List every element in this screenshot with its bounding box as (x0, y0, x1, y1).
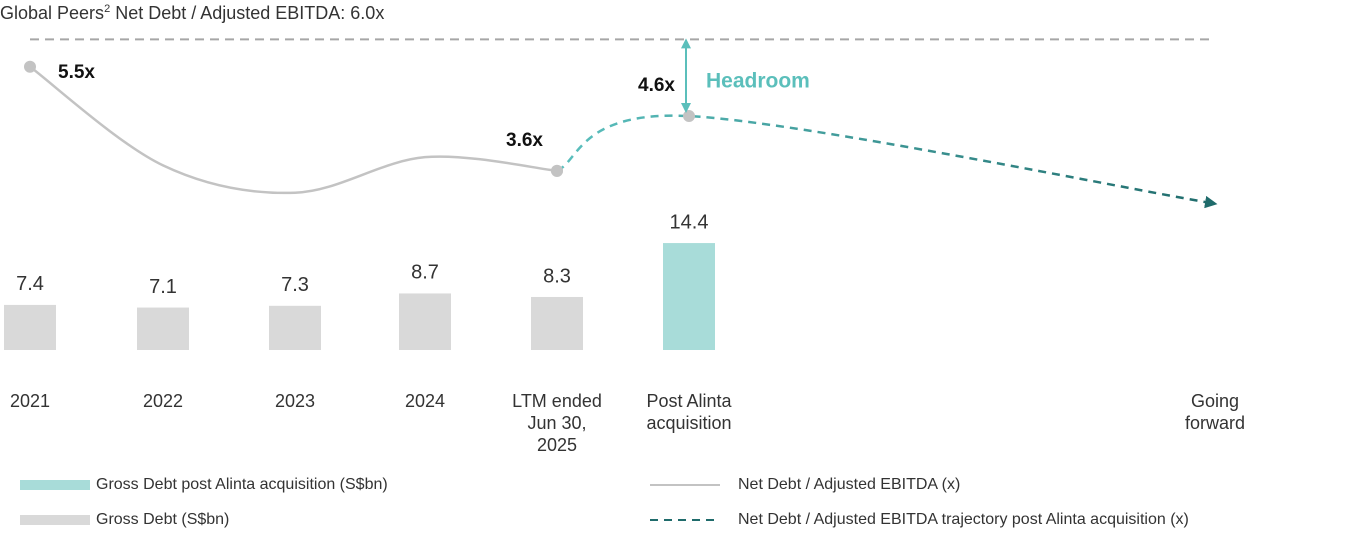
x-tick-label: 2022 (142, 391, 184, 411)
reference-label-rest: Net Debt / Adjusted EBITDA: 6.0x (110, 3, 385, 23)
legend-label: Net Debt / Adjusted EBITDA (x) (738, 476, 961, 493)
reference-label-text: Global Peers (0, 3, 105, 23)
bar (663, 243, 715, 350)
point (24, 60, 36, 73)
x-tick-label: 2023 (274, 391, 316, 411)
legend-label: Gross Debt post Alinta acquisition (S$bn… (96, 476, 388, 493)
x-tick-label: 2024 (404, 391, 446, 411)
line (556, 114, 1218, 209)
line-value-label: 3.6x (506, 130, 543, 151)
reference-label-sup: 2 (104, 3, 111, 15)
bar (531, 296, 583, 350)
x-tick-label: LTM ended Jun 30, 2025 (512, 391, 602, 455)
legend-label: Net Debt / Adjusted EBITDA trajectory po… (738, 511, 1189, 528)
legend-swatch (20, 515, 90, 525)
point (683, 110, 695, 123)
line-value-label: 4.6x (638, 75, 675, 96)
line-value-label: 5.5x (58, 62, 95, 83)
reference-label: Global Peers2 Net Debt / Adjusted EBITDA… (0, 3, 384, 24)
x-tick-label: 2021 (9, 391, 51, 411)
x-tick-label: Going forward (1184, 391, 1246, 433)
line (29, 65, 558, 195)
bar (4, 304, 56, 350)
x-tick-label: Post Alinta acquisition (646, 391, 732, 433)
point (551, 164, 563, 177)
bar (137, 307, 189, 350)
bar-value-label: 7.1 (149, 276, 177, 298)
bar-value-label: 7.3 (281, 274, 309, 296)
legend-swatch (20, 480, 90, 490)
headroom-label: Headroom (706, 69, 810, 92)
bar-value-label: 8.3 (543, 265, 571, 287)
bar-value-label: 14.4 (670, 211, 709, 233)
bar-value-label: 7.4 (16, 273, 44, 295)
bar (269, 305, 321, 350)
bar-value-label: 8.7 (411, 262, 439, 284)
legend-label: Gross Debt (S$bn) (96, 511, 230, 528)
bar (399, 293, 451, 350)
